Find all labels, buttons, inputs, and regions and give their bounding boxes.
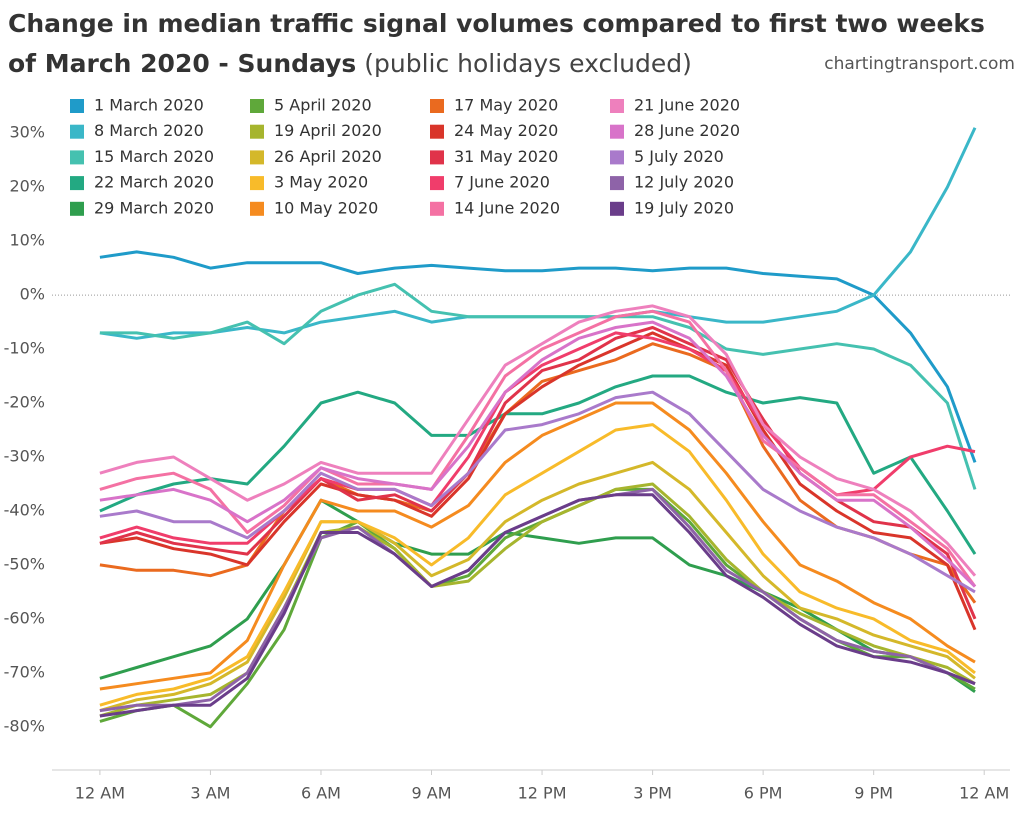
legend-label: 1 March 2020 [94, 96, 204, 115]
legend-swatch [610, 99, 624, 113]
legend-swatch [430, 150, 444, 165]
series-line [99, 331, 977, 631]
y-tick-label: -10% [4, 339, 45, 358]
legend-label: 29 March 2020 [94, 198, 214, 217]
legend-swatch [250, 150, 264, 165]
series-line [99, 342, 977, 604]
legend-label: 24 May 2020 [454, 121, 558, 140]
series-line [99, 320, 977, 588]
legend-label: 3 May 2020 [274, 173, 368, 192]
legend-label: 12 July 2020 [634, 173, 734, 192]
y-tick-label: 30% [9, 123, 45, 142]
legend-swatch [430, 201, 444, 216]
x-tick-label: 3 PM [633, 784, 672, 803]
series-line [99, 390, 976, 594]
series-line [99, 309, 977, 588]
legend-swatch [70, 150, 84, 165]
y-tick-label: -30% [4, 446, 45, 465]
series-line [99, 460, 976, 713]
y-tick-label: -20% [4, 393, 45, 412]
legend-label: 14 June 2020 [454, 198, 560, 217]
legend-swatch [430, 99, 444, 113]
legend-swatch [70, 201, 84, 216]
y-tick-label: 20% [9, 177, 45, 196]
legend-swatch [610, 124, 624, 139]
series-line [99, 401, 976, 691]
series-line [99, 423, 976, 707]
legend-label: 22 March 2020 [94, 173, 214, 192]
legend-swatch [610, 201, 624, 216]
legend-label: 5 April 2020 [274, 96, 372, 115]
legend-swatch [70, 176, 84, 191]
series-line [99, 493, 976, 718]
source: chartingtransport.com [824, 54, 1015, 74]
legend-swatch [610, 176, 624, 191]
series-line [99, 282, 977, 490]
y-tick-label: -70% [4, 662, 45, 681]
x-tick-label: 6 AM [301, 784, 341, 803]
x-tick-label: 12 PM [518, 784, 567, 803]
legend-swatch [430, 124, 444, 139]
series-line [99, 374, 977, 555]
legend-swatch [250, 124, 264, 139]
legend-swatch [70, 124, 84, 139]
legend-label: 21 June 2020 [634, 96, 740, 115]
legend-label: 5 July 2020 [634, 147, 724, 166]
x-tick-label: 3 AM [190, 784, 230, 803]
legend-swatch [250, 99, 264, 113]
legend-label: 15 March 2020 [94, 147, 214, 166]
legend-label: 19 April 2020 [274, 121, 382, 140]
legend-label: 7 June 2020 [454, 173, 550, 192]
series-line [99, 304, 977, 577]
chart-subtitle: (public holidays excluded) [364, 49, 692, 78]
legend-label: 19 July 2020 [634, 198, 734, 217]
legend-swatch [250, 176, 264, 191]
legend-swatch [430, 176, 444, 191]
legend-label: 31 May 2020 [454, 147, 558, 166]
x-tick-label: 9 AM [412, 784, 452, 803]
legend-swatch [250, 201, 264, 216]
y-tick-label: -80% [4, 716, 45, 735]
legend-label: 8 March 2020 [94, 121, 204, 140]
x-tick-label: 6 PM [744, 784, 783, 803]
legend-swatch [610, 150, 624, 165]
header: Change in median traffic signal volumes … [8, 4, 1018, 84]
series-line [99, 250, 977, 463]
x-tick-label: 12 AM [959, 784, 1009, 803]
legend-label: 10 May 2020 [274, 198, 378, 217]
legend-label: 26 April 2020 [274, 147, 382, 166]
legend-label: 17 May 2020 [454, 96, 558, 115]
y-tick-label: -40% [4, 500, 45, 519]
legend-label: 28 June 2020 [634, 121, 740, 140]
x-tick-label: 9 PM [854, 784, 893, 803]
y-tick-label: 0% [20, 285, 45, 304]
x-tick-label: 12 AM [75, 784, 125, 803]
y-tick-label: -60% [4, 608, 45, 627]
chart-title: Change in median traffic signal volumes … [8, 9, 985, 78]
y-tick-label: 10% [9, 231, 45, 250]
y-tick-label: -50% [4, 554, 45, 573]
series-line [99, 326, 977, 620]
legend-swatch [70, 99, 84, 113]
